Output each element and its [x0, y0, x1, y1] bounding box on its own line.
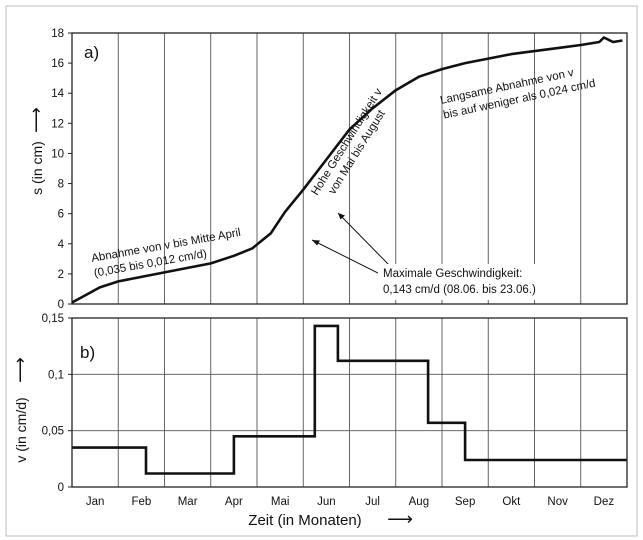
- annotation-max-velocity-box: [378, 264, 572, 300]
- panel-a-y-ticks: 0 2 4 6 8 10 12 14 16 18: [51, 28, 72, 311]
- panel-a-y-tick-label: 2: [58, 269, 64, 281]
- panel-b-grid: [72, 318, 627, 487]
- panel-b-y-ticks: 0 0,05 0,1 0,15: [42, 313, 72, 494]
- panel-a-plot-frame: [71, 32, 628, 305]
- x-tick-label-sep: Sep: [455, 496, 475, 508]
- x-tick-label-dez: Dez: [594, 496, 615, 508]
- panel-b-y-tick-label: 0: [58, 482, 64, 494]
- annotation-arrowhead-2: [338, 213, 345, 220]
- panel-a-displacement-line: [71, 36, 623, 304]
- panel-a-y-axis-label: s (in cm): [29, 141, 45, 195]
- figure-frame: [5, 5, 638, 537]
- x-tick-label-nov: Nov: [547, 496, 568, 508]
- panel-b-y-tick-label: 0,1: [48, 369, 64, 381]
- x-axis-label: Zeit (in Monaten): [248, 512, 361, 529]
- panel-a-y-tick-label: 12: [51, 118, 64, 130]
- annotation-arrowhead-1: [312, 240, 320, 246]
- panel-b-y-axis-arrow: ⟶: [10, 357, 30, 383]
- x-tick-label-okt: Okt: [502, 496, 521, 508]
- panel-b-label-backdrop: [78, 342, 102, 364]
- panel-a-y-tick-label: 8: [58, 179, 64, 191]
- x-tick-label-apr: Apr: [225, 496, 243, 508]
- panel-a-y-axis-arrow: ⟶: [26, 107, 46, 133]
- panel-a-y-tick-label: 4: [58, 239, 65, 251]
- x-tick-label-mai: Mai: [271, 496, 290, 508]
- panel-b-y-tick-label: 0,15: [42, 313, 64, 325]
- panel-a-y-tick-label: 10: [51, 148, 64, 160]
- x-tick-label-jul: Jul: [365, 496, 380, 508]
- annotation-pointer-line-1: [311, 239, 383, 276]
- panel-b-plot-frame: [71, 317, 628, 488]
- panel-b-label: b): [80, 343, 95, 362]
- panel-a-y-tick-label: 14: [51, 88, 64, 100]
- x-tick-label-feb: Feb: [131, 496, 151, 508]
- panel-a-y-tick-label: 16: [51, 58, 64, 70]
- panel-b-y-axis-label: v (in cm/d): [13, 397, 29, 462]
- x-tick-label-jan: Jan: [86, 496, 105, 508]
- annotation-max-velocity-line1: Maximale Geschwindigkeit:: [383, 268, 522, 280]
- x-tick-label-aug: Aug: [409, 496, 429, 508]
- x-axis-arrow: ⟶: [387, 509, 413, 529]
- panel-a-y-tick-label: 0: [58, 299, 64, 311]
- panel-b-x-ticks: Jan Feb Mar Apr Mai Jun Jul Aug Sep Okt Nov Dez: [86, 496, 614, 508]
- panel-a-label: a): [84, 43, 99, 62]
- annotation-max-velocity: Maximale Geschwindigkeit: 0,143 cm/d (08…: [311, 212, 572, 300]
- panel-b-y-tick-label: 0,05: [42, 426, 64, 438]
- panel-b-velocity-step-line: [72, 324, 627, 475]
- annotation-max-velocity-line2: 0,143 cm/d (08.06. bis 23.06.): [383, 284, 536, 296]
- panel-a-y-tick-label: 18: [51, 28, 64, 40]
- annotation-pointer-line-2: [337, 212, 393, 269]
- panel-b: 0 0,05 0,1 0,15 b) v (in cm/d) ⟶ Jan Feb Mar A…: [10, 313, 628, 529]
- x-tick-label-jun: Jun: [317, 496, 336, 508]
- panel-a-y-tick-label: 6: [58, 209, 64, 221]
- x-tick-label-mar: Mar: [178, 496, 198, 508]
